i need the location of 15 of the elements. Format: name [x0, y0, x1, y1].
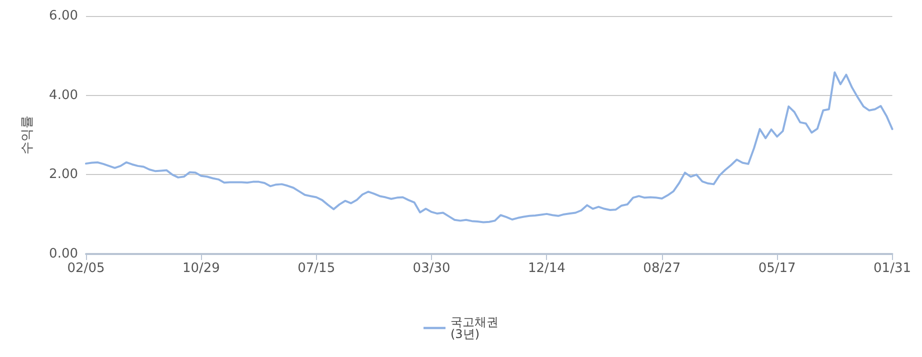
y-tick-label: 2.00	[49, 167, 78, 182]
x-tick-label: 07/15	[298, 261, 336, 276]
y-tick-label: 0.00	[49, 246, 78, 262]
y-tick-label: 6.00	[49, 8, 78, 24]
x-tick-label: 02/05	[67, 261, 105, 276]
x-tick-label: 03/30	[412, 261, 450, 276]
x-tick-label: 01/31	[874, 261, 912, 276]
x-tick-label: 12/14	[528, 261, 566, 276]
legend-label: 국고채권 (3년)	[450, 315, 498, 341]
x-tick-label: 10/29	[182, 261, 220, 276]
x-tick-label: 08/27	[643, 261, 681, 276]
x-tick-label: 05/17	[758, 261, 796, 276]
line-series	[85, 71, 894, 224]
y-axis-title: 수익률	[20, 116, 35, 154]
y-tick-label: 4.00	[49, 88, 78, 103]
